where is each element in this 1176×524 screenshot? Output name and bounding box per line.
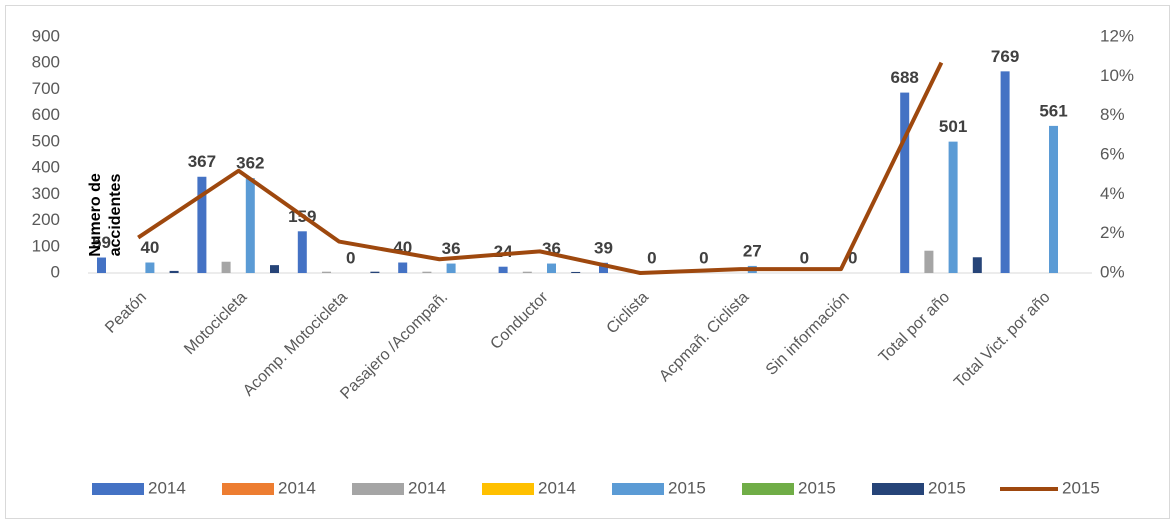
y2-tick-label: 12%	[1100, 26, 1134, 45]
line-series	[137, 61, 944, 275]
data-label: 59	[92, 233, 111, 252]
legend-label: 2015	[668, 478, 706, 497]
data-label: 27	[743, 241, 762, 260]
bar	[398, 262, 408, 273]
bar	[522, 271, 532, 273]
legend-label: 2015	[798, 478, 836, 497]
y2-tick-label: 4%	[1100, 184, 1125, 203]
bar	[297, 231, 307, 273]
y-tick-label: 700	[32, 79, 60, 98]
y-tick-label: 400	[32, 158, 60, 177]
y-tick-label: 500	[32, 131, 60, 150]
legend-swatch	[92, 483, 144, 495]
legend-label: 2015	[1062, 478, 1100, 497]
y2-tick-label: 6%	[1100, 144, 1125, 163]
y-tick-label: 0	[51, 262, 60, 281]
legend-swatch	[612, 483, 664, 495]
bar	[422, 271, 432, 273]
bar	[169, 270, 179, 273]
data-label: 769	[991, 47, 1019, 66]
bar	[498, 266, 508, 273]
bar	[1000, 71, 1010, 274]
legend-label: 2014	[408, 478, 446, 497]
legend-swatch	[482, 483, 534, 495]
bar	[599, 262, 608, 273]
bar	[1049, 125, 1058, 273]
data-label: 40	[140, 238, 159, 257]
legend-swatch	[222, 483, 274, 495]
y-tick-label: 600	[32, 105, 60, 124]
bar	[446, 263, 456, 273]
data-label: 0	[848, 248, 857, 267]
bar	[197, 176, 207, 273]
data-label: 367	[188, 152, 216, 171]
data-label: 362	[236, 154, 264, 173]
data-label: 39	[594, 238, 613, 257]
bar	[924, 250, 934, 273]
legend-label: 2014	[538, 478, 576, 497]
bar	[948, 141, 958, 273]
bar	[972, 257, 982, 273]
data-label: 0	[346, 248, 355, 267]
bar	[97, 257, 106, 273]
data-label: 688	[891, 68, 919, 87]
y-tick-label: 900	[32, 26, 60, 45]
y-axis-title: Numero de accidentes	[87, 173, 124, 257]
y2-tick-label: 10%	[1100, 66, 1134, 85]
bar	[145, 262, 155, 273]
bar	[322, 271, 331, 273]
bar	[245, 178, 255, 273]
y-tick-label: 800	[32, 53, 60, 72]
data-label: 0	[647, 248, 656, 267]
bar	[270, 265, 279, 273]
legend-label: 2014	[278, 478, 316, 497]
y2-tick-label: 8%	[1100, 105, 1125, 124]
legend-swatch	[352, 483, 404, 495]
bar	[370, 271, 380, 273]
data-label: 36	[442, 239, 461, 258]
legend-swatch	[872, 483, 924, 495]
data-label: 0	[800, 248, 809, 267]
legend-label: 2015	[928, 478, 966, 497]
y2-tick-label: 2%	[1100, 223, 1125, 242]
data-label: 501	[939, 117, 967, 136]
y-tick-label: 200	[32, 210, 60, 229]
bar	[571, 271, 581, 273]
bar	[221, 261, 231, 273]
data-label: 0	[699, 248, 708, 267]
y-tick-label: 300	[32, 184, 60, 203]
legend-swatch	[742, 483, 794, 495]
bar	[900, 92, 910, 273]
data-label: 561	[1039, 101, 1067, 120]
y-tick-label: 100	[32, 236, 60, 255]
bar	[547, 263, 556, 273]
y2-tick-label: 0%	[1100, 262, 1125, 281]
legend-label: 2014	[148, 478, 186, 497]
